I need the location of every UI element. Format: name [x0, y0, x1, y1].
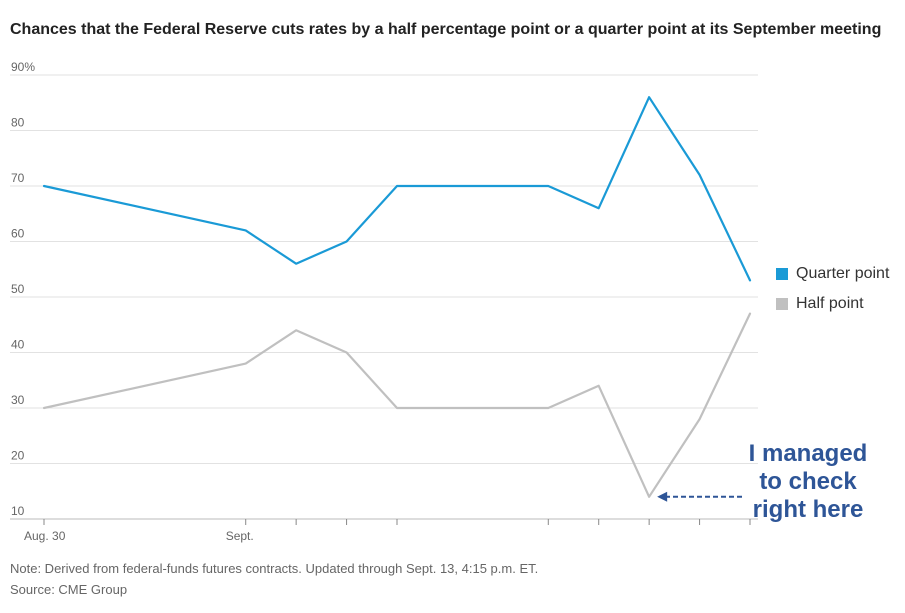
y-tick-label: 40	[11, 338, 25, 352]
chart-title: Chances that the Federal Reserve cuts ra…	[10, 21, 882, 38]
chart-note: Note: Derived from federal-funds futures…	[10, 561, 539, 576]
arrow-head	[657, 491, 668, 502]
series-line-half-point	[42, 312, 752, 498]
y-tick-label: 20	[11, 449, 25, 463]
y-tick-label: 70	[11, 171, 25, 185]
y-tick-label: 30	[11, 393, 25, 407]
y-tick-label: 50	[11, 282, 25, 296]
series-line-quarter-point	[42, 96, 752, 282]
annotation-line: right here	[752, 496, 864, 523]
series-layer	[42, 96, 752, 498]
legend-label-half-point: Half point	[796, 295, 864, 312]
annotation-text: I managed to check right here	[742, 440, 874, 524]
annotation-line: to check	[759, 468, 857, 495]
legend-item-half-point: Half point	[776, 293, 889, 315]
legend: Quarter point Half point	[776, 263, 889, 323]
legend-item-quarter-point: Quarter point	[776, 263, 889, 285]
annotation-line: I managed	[748, 440, 868, 467]
chart-source: Source: CME Group	[10, 582, 128, 597]
annotation-arrow	[657, 491, 742, 502]
y-tick-label: 10	[11, 504, 25, 518]
legend-swatch-quarter-point	[776, 268, 788, 280]
legend-label-quarter-point: Quarter point	[796, 265, 890, 282]
x-axis: Aug. 30 Sept.	[24, 519, 751, 543]
y-axis: 90% 80 70 60 50 40 30 20 10	[11, 60, 35, 518]
legend-swatch-half-point	[776, 298, 788, 310]
y-tick-label: 60	[11, 227, 25, 241]
grid-layer	[10, 74, 758, 520]
x-tick-label: Sept.	[226, 529, 254, 543]
y-tick-label: 90%	[11, 60, 35, 74]
y-tick-label: 80	[11, 116, 25, 130]
x-tick-label: Aug. 30	[24, 529, 66, 543]
line-chart: 90% 80 70 60 50 40 30 20 10 Aug. 30 Sept.	[10, 60, 758, 543]
